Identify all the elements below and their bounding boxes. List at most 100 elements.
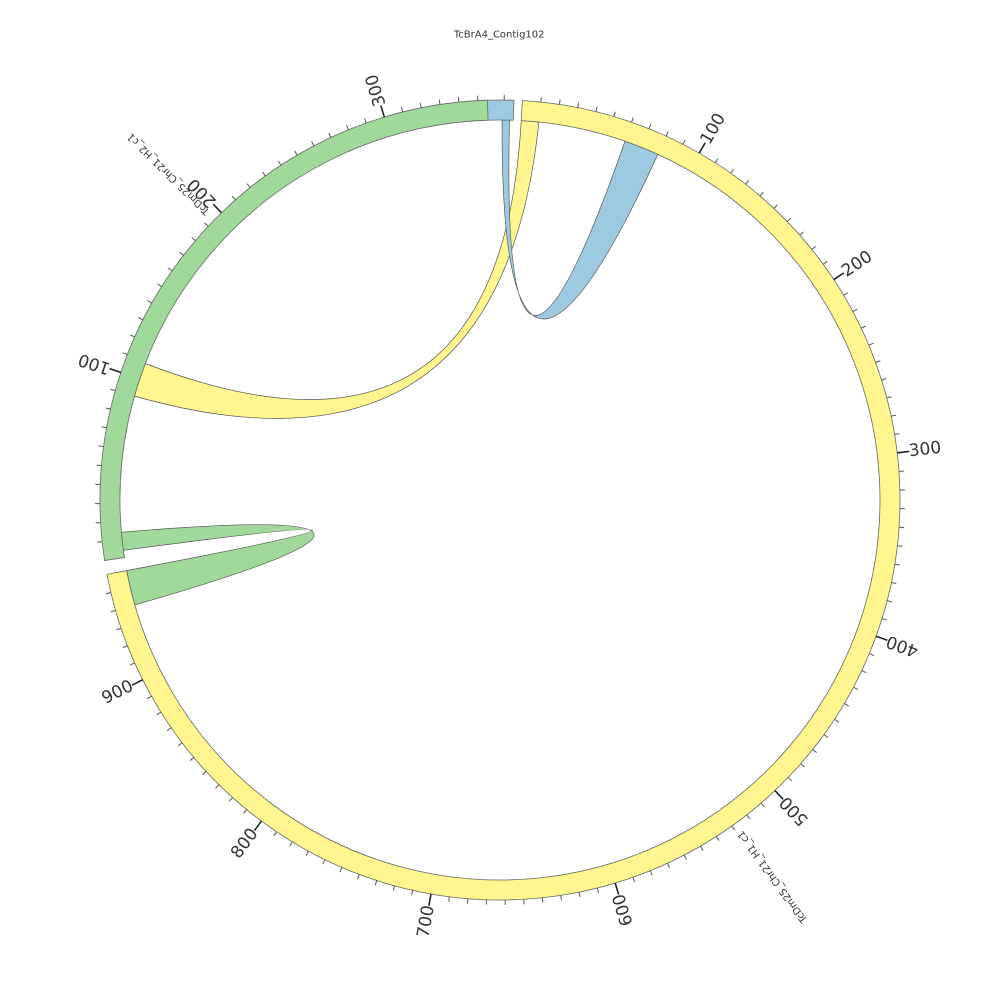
minor-tick xyxy=(823,261,827,264)
minor-tick xyxy=(306,851,308,855)
minor-tick xyxy=(891,415,896,416)
minor-tick xyxy=(99,446,104,447)
minor-tick xyxy=(180,252,184,255)
minor-tick xyxy=(130,335,135,337)
minor-tick xyxy=(412,890,413,895)
segment-name-h1: TcDm25_Chr21_H1_c1 xyxy=(736,828,811,925)
minor-tick xyxy=(716,836,719,840)
minor-tick xyxy=(813,749,817,752)
minor-tick xyxy=(290,842,293,846)
minor-tick xyxy=(123,353,128,355)
minor-tick xyxy=(700,846,703,850)
minor-tick xyxy=(178,743,182,746)
minor-tick xyxy=(110,389,115,390)
tick-label: 400 xyxy=(884,631,921,661)
minor-tick xyxy=(800,232,804,235)
minor-tick xyxy=(559,99,560,104)
minor-tick xyxy=(439,100,440,105)
minor-tick xyxy=(824,735,828,738)
minor-tick xyxy=(895,564,900,565)
tick-label: 700 xyxy=(413,904,438,939)
minor-tick xyxy=(458,97,459,102)
minor-tick xyxy=(774,205,777,209)
minor-tick xyxy=(666,132,668,137)
minor-tick xyxy=(102,427,107,428)
minor-tick xyxy=(202,771,206,774)
minor-tick xyxy=(597,888,598,893)
major-tick xyxy=(699,143,705,153)
minor-tick xyxy=(130,663,135,665)
minor-tick xyxy=(882,619,887,620)
minor-tick xyxy=(715,159,718,163)
minor-tick xyxy=(148,300,152,302)
minor-tick xyxy=(347,125,349,130)
minor-tick xyxy=(401,107,402,112)
minor-tick xyxy=(632,118,634,123)
major-tick xyxy=(132,680,143,685)
minor-tick xyxy=(229,797,232,801)
major-tick xyxy=(897,451,909,452)
minor-tick xyxy=(232,196,235,200)
minor-tick xyxy=(167,728,171,731)
minor-tick xyxy=(614,112,615,117)
major-tick xyxy=(615,883,618,894)
minor-tick xyxy=(420,103,421,108)
minor-tick xyxy=(541,97,542,102)
tick-label: 200 xyxy=(838,247,876,282)
major-tick xyxy=(213,204,221,213)
minor-tick xyxy=(887,397,892,398)
minor-tick xyxy=(650,871,652,876)
minor-tick xyxy=(760,192,763,196)
minor-tick xyxy=(844,703,848,706)
minor-tick xyxy=(192,237,196,240)
minor-tick xyxy=(761,803,764,807)
minor-tick xyxy=(323,860,325,864)
minor-tick xyxy=(897,546,902,547)
minor-tick xyxy=(106,408,111,409)
minor-tick xyxy=(895,434,900,435)
minor-tick xyxy=(123,646,128,648)
minor-tick xyxy=(449,897,450,902)
minor-tick xyxy=(862,671,867,673)
minor-tick xyxy=(633,877,635,882)
tick-label: 100 xyxy=(696,110,730,148)
minor-tick xyxy=(746,180,749,184)
minor-tick xyxy=(683,140,685,144)
minor-tick xyxy=(787,218,791,221)
tick-label: 100 xyxy=(76,349,113,378)
minor-tick xyxy=(329,133,331,138)
minor-tick xyxy=(147,696,151,698)
tick-label: 800 xyxy=(227,825,262,863)
minor-tick xyxy=(731,169,734,173)
minor-tick xyxy=(340,867,342,872)
minor-tick xyxy=(111,610,116,611)
minor-tick xyxy=(262,172,265,176)
major-tick xyxy=(381,106,384,117)
minor-tick xyxy=(869,654,874,656)
minor-tick xyxy=(844,293,848,296)
segment-name-h2: TcDm25_Chr21_H2_c1 xyxy=(126,131,213,217)
minor-tick xyxy=(861,326,866,328)
minor-tick xyxy=(312,142,314,146)
tick-label: 300 xyxy=(908,438,943,462)
minor-tick xyxy=(157,712,161,715)
minor-tick xyxy=(869,343,874,345)
minor-tick xyxy=(542,898,543,903)
minor-tick xyxy=(157,284,161,287)
minor-tick xyxy=(365,118,367,123)
minor-tick xyxy=(168,268,172,271)
minor-tick xyxy=(812,246,816,249)
minor-tick xyxy=(138,317,142,319)
minor-tick xyxy=(357,874,359,879)
minor-tick xyxy=(205,223,209,226)
minor-tick xyxy=(97,542,102,543)
minor-tick xyxy=(853,309,857,311)
minor-tick xyxy=(578,103,579,108)
minor-tick xyxy=(190,757,194,760)
segments-layer xyxy=(100,100,900,900)
minor-tick xyxy=(579,892,580,897)
minor-tick xyxy=(732,826,735,830)
major-tick xyxy=(110,369,121,373)
